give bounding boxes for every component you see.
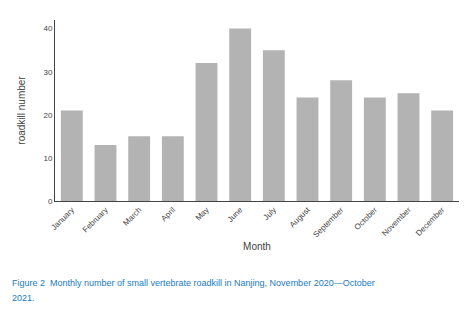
svg-text:April: April — [159, 205, 177, 223]
svg-text:0: 0 — [48, 197, 53, 206]
svg-text:January: January — [50, 205, 76, 231]
svg-text:November: November — [380, 205, 413, 238]
svg-text:20: 20 — [43, 111, 52, 120]
svg-text:September: September — [311, 205, 345, 239]
svg-text:May: May — [194, 205, 211, 222]
svg-text:June: June — [226, 205, 245, 224]
svg-text:August: August — [288, 205, 313, 230]
svg-text:40: 40 — [43, 24, 52, 33]
svg-text:2021.: 2021. — [12, 293, 35, 303]
svg-text:Figure 2 Monthly number of sm: Figure 2 Monthly number of small vertebr… — [12, 278, 375, 288]
svg-text:10: 10 — [43, 154, 52, 163]
svg-text:February: February — [81, 205, 110, 234]
svg-text:Month: Month — [243, 241, 271, 252]
svg-text:July: July — [262, 205, 278, 221]
svg-text:March: March — [121, 205, 143, 227]
svg-text:roadkill number: roadkill number — [16, 76, 27, 145]
svg-text:October: October — [353, 205, 380, 232]
svg-text:30: 30 — [43, 68, 52, 77]
svg-text:December: December — [414, 205, 447, 238]
